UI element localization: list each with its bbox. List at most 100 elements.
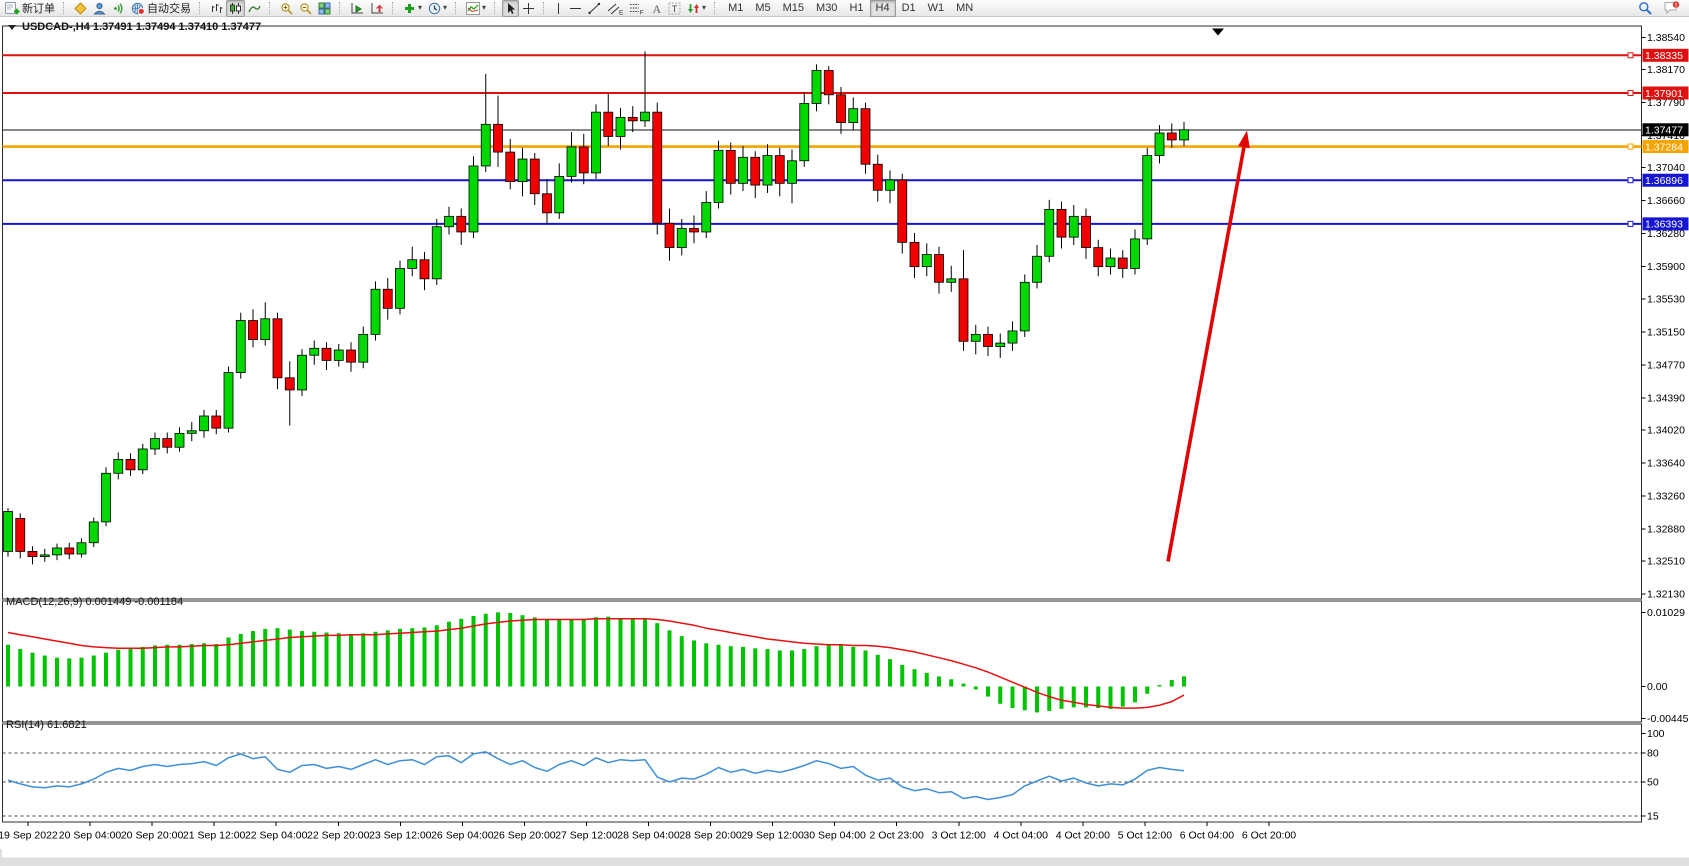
zoom-in-button[interactable]: [277, 0, 296, 17]
macd-histogram-bar: [263, 628, 268, 687]
candle-body: [652, 111, 663, 224]
macd-histogram-bar: [385, 630, 390, 687]
macd-histogram-bar: [875, 654, 880, 687]
text-icon: A: [651, 2, 662, 15]
macd-histogram-bar: [961, 683, 966, 687]
trendline-button[interactable]: [585, 0, 604, 17]
tile-windows-button[interactable]: [315, 0, 334, 17]
macd-histogram-bar: [998, 686, 1003, 704]
candle-body: [125, 458, 136, 471]
timeframe-button-D1[interactable]: D1: [901, 2, 916, 14]
svg-text:6 Oct 20:00: 6 Oct 20:00: [1242, 830, 1296, 842]
one-click-trading-icon[interactable]: [8, 24, 16, 30]
periods-button[interactable]: ▾: [425, 0, 450, 17]
svg-text:1.34770: 1.34770: [1647, 359, 1685, 371]
timeframe-button-W1[interactable]: W1: [927, 2, 945, 14]
crosshair-button[interactable]: [519, 0, 538, 17]
macd-histogram-bar: [226, 637, 231, 687]
candlestick-icon: [229, 2, 242, 15]
chart-shift-marker: [1212, 28, 1224, 36]
horizontal-line-button[interactable]: [566, 0, 585, 17]
price-label-box: [1642, 140, 1689, 154]
svg-text:1.37410: 1.37410: [1647, 130, 1685, 142]
macd-histogram-bar: [1022, 686, 1027, 711]
tile-windows-icon: [318, 2, 331, 15]
clock-icon: [428, 2, 441, 15]
zoom-out-button[interactable]: [296, 0, 315, 17]
svg-text:1.32510: 1.32510: [1647, 555, 1685, 567]
line-handle: [1627, 177, 1634, 184]
auto-scroll-button[interactable]: [347, 0, 367, 17]
new-order-button[interactable]: 新订单: [2, 0, 58, 17]
price-label-box: [1642, 123, 1689, 137]
text-button[interactable]: A: [648, 0, 665, 17]
macd-histogram-bar: [140, 646, 145, 687]
fibonacci-button[interactable]: F: [626, 0, 648, 17]
candle-body: [223, 372, 234, 429]
timeframe-button-MN[interactable]: MN: [956, 2, 974, 14]
candle-body: [823, 70, 834, 96]
indicators-button[interactable]: ▾: [463, 0, 489, 17]
macd-histogram-bar: [1084, 686, 1088, 708]
candle-body: [309, 347, 320, 356]
candlestick-chart-button[interactable]: [226, 0, 245, 17]
timeframe-button-H1[interactable]: H1: [849, 2, 864, 14]
auto-trading-button[interactable]: 自动交易: [128, 0, 194, 17]
candle-body: [370, 288, 381, 335]
timeframe-button-M1[interactable]: M1: [728, 2, 744, 14]
macd-histogram-bar: [716, 644, 721, 687]
equidistant-channel-button[interactable]: E: [604, 0, 626, 17]
candle-body: [3, 511, 13, 552]
candle-body: [689, 228, 699, 233]
timeframe-button-M5[interactable]: M5: [755, 2, 771, 14]
candle-body: [983, 333, 993, 347]
timeframe-button-H4[interactable]: H4: [869, 0, 896, 17]
macd-histogram-bar: [447, 621, 451, 687]
candle-body: [1166, 132, 1177, 141]
text-label-button[interactable]: T: [665, 0, 684, 17]
new-chart-button[interactable]: ▾: [400, 0, 425, 17]
candle-body: [76, 542, 87, 555]
candle-body: [1044, 208, 1055, 257]
macd-histogram-bar: [153, 645, 157, 687]
timeframe-button-M15[interactable]: M15: [782, 2, 805, 14]
svg-text:19 Sep 2022: 19 Sep 2022: [0, 830, 58, 842]
chat-icon: [1664, 1, 1680, 15]
chat-notification-button[interactable]: [1661, 0, 1683, 17]
svg-text:1.37790: 1.37790: [1647, 97, 1685, 109]
search-icon: [1638, 1, 1652, 15]
macd-histogram-bar: [802, 649, 807, 687]
macd-histogram-bar: [618, 618, 623, 687]
svg-text:1.36280: 1.36280: [1647, 228, 1685, 240]
cursor-button[interactable]: [502, 0, 520, 17]
candle-body: [382, 288, 393, 309]
search-button[interactable]: [1635, 0, 1655, 17]
macd-histogram-bar: [67, 658, 72, 687]
vertical-line-button[interactable]: [551, 0, 566, 17]
macd-histogram-bar: [1071, 686, 1076, 708]
indicators-icon: [466, 1, 481, 15]
svg-text:1.36896: 1.36896: [1645, 175, 1683, 187]
chart-shift-button[interactable]: [367, 0, 387, 17]
macd-histogram-bar: [1169, 680, 1174, 687]
line-chart-button[interactable]: [245, 0, 264, 17]
macd-histogram-bar: [924, 672, 929, 687]
history-center-button[interactable]: [71, 0, 90, 17]
candle-body: [137, 448, 148, 471]
candle-body: [480, 123, 491, 167]
candle-body: [211, 415, 222, 429]
macd-histogram-bar: [324, 632, 329, 687]
annotation-arrow-head: [1238, 130, 1250, 149]
community-button[interactable]: [90, 0, 109, 17]
candle-body: [664, 222, 675, 248]
bar-chart-button[interactable]: [207, 0, 226, 17]
signals-button[interactable]: [109, 0, 128, 17]
svg-text:E: E: [619, 9, 623, 15]
timeframe-button-M30[interactable]: M30: [816, 2, 838, 14]
arrows-button[interactable]: ▾: [684, 0, 709, 17]
chart-window[interactable]: 1.38540 1.38170 1.37790 1.37410 1.37040 1.366…: [0, 17, 1689, 858]
svg-text:1.33640: 1.33640: [1647, 457, 1685, 469]
community-icon: [93, 2, 106, 15]
candle-body: [738, 156, 748, 184]
rsi-line: [7, 751, 1185, 801]
